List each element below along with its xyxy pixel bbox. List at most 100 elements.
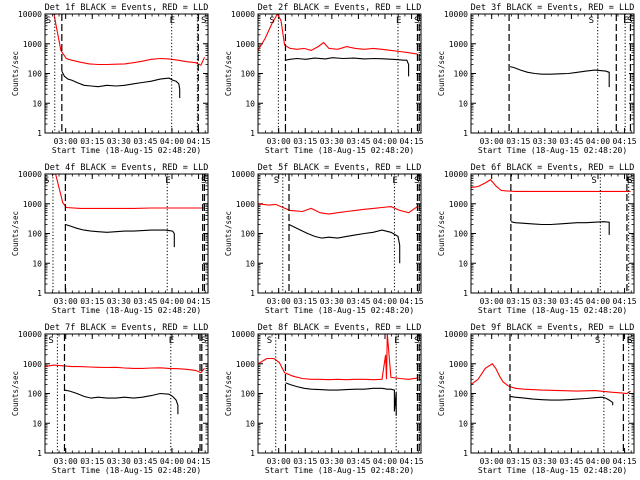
- x-tick-label: 03:15: [80, 457, 104, 466]
- x-tick-label: 04:15: [613, 457, 637, 466]
- chart-title: Det 2f BLACK = Events, RED = LLD: [258, 3, 422, 13]
- chart-title: Det 6f BLACK = Events, RED = LLD: [471, 163, 635, 173]
- start-marker-label-right: S: [627, 16, 632, 26]
- y-tick-label: 10000: [231, 10, 255, 19]
- x-axis-label: Start Time (18-Aug-15 02:48:20): [265, 146, 414, 155]
- x-tick-label: 04:15: [187, 297, 211, 306]
- x-tick-label: 04:15: [400, 457, 424, 466]
- y-tick-label: 10: [458, 259, 468, 268]
- start-marker-label-right: S: [627, 176, 632, 186]
- axes-frame: [470, 173, 635, 294]
- lld-series-line: [45, 364, 205, 374]
- axes-frame: [470, 13, 635, 134]
- x-tick-label: 03:00: [267, 457, 291, 466]
- chart-title: Det 1f BLACK = Events, RED = LLD: [45, 3, 209, 13]
- x-axis-label: Start Time (18-Aug-15 02:48:20): [52, 306, 201, 315]
- y-tick-label: 1000: [449, 200, 468, 209]
- plot-area: [258, 334, 418, 416]
- start-marker-label: S: [589, 16, 594, 26]
- axes-frame: [257, 333, 422, 454]
- x-tick-label: 03:30: [533, 457, 557, 466]
- x-tick-label: 03:00: [267, 137, 291, 146]
- x-tick-label: 04:00: [373, 457, 397, 466]
- y-tick-label: 10: [32, 99, 42, 108]
- y-tick-label: 10: [32, 419, 42, 428]
- x-tick-label: 03:45: [133, 457, 157, 466]
- x-tick-label: 04:15: [613, 137, 637, 146]
- y-tick-label: 10000: [444, 330, 468, 339]
- lld-series-line: [45, 14, 206, 66]
- end-marker-label: E: [170, 16, 175, 26]
- chart-title: Det 9f BLACK = Events, RED = LLD: [471, 323, 635, 333]
- x-tick-label: 03:00: [54, 137, 78, 146]
- y-tick-label: 10: [245, 99, 255, 108]
- y-tick-label: 1: [37, 129, 42, 138]
- x-tick-label: 04:00: [160, 297, 184, 306]
- end-marker-label: E: [392, 176, 397, 186]
- chart-panel-4: Det 4f BLACK = Events, RED = LLD 1 10 100 10…: [11, 163, 211, 315]
- y-tick-label: 1000: [23, 360, 42, 369]
- start-marker-label: S: [595, 336, 600, 346]
- chart-title: Det 7f BLACK = Events, RED = LLD: [45, 323, 209, 333]
- y-tick-label: 1000: [23, 40, 42, 49]
- y-tick-label: 100: [454, 230, 469, 239]
- chart-panel-6: Det 6f BLACK = Events, RED = LLD 1 10 100 10…: [437, 163, 637, 315]
- y-axis-label: Counts/sec: [224, 211, 233, 256]
- axes-frame: [44, 173, 209, 294]
- y-tick-label: 1000: [236, 200, 255, 209]
- y-tick-label: 10000: [18, 330, 42, 339]
- y-tick-label: 100: [28, 70, 43, 79]
- lld-series-line: [258, 203, 418, 215]
- y-tick-label: 1: [250, 289, 255, 298]
- end-marker-label: E: [394, 336, 399, 346]
- y-tick-label: 10: [458, 419, 468, 428]
- start-marker-label: S: [46, 16, 51, 26]
- x-axis-label: Start Time (18-Aug-15 02:48:20): [478, 306, 627, 315]
- x-tick-label: 03:15: [293, 137, 317, 146]
- x-tick-label: 03:30: [533, 297, 557, 306]
- y-tick-label: 10000: [231, 170, 255, 179]
- y-tick-label: 1000: [449, 360, 468, 369]
- events-series-line: [64, 389, 179, 415]
- x-tick-label: 03:30: [107, 137, 131, 146]
- chart-panel-2: Det 2f BLACK = Events, RED = LLD 1 10 100 10…: [224, 3, 424, 155]
- x-tick-label: 03:30: [320, 457, 344, 466]
- x-tick-label: 03:30: [107, 457, 131, 466]
- y-tick-label: 1: [463, 449, 468, 458]
- axes-frame: [44, 13, 209, 134]
- start-marker-label-right: S: [414, 176, 419, 186]
- chart-panel-9: Det 9f BLACK = Events, RED = LLD 1 10 100 10…: [437, 323, 637, 475]
- x-tick-label: 03:45: [559, 137, 583, 146]
- y-tick-label: 1: [250, 129, 255, 138]
- x-tick-label: 04:15: [187, 137, 211, 146]
- y-tick-label: 1: [37, 289, 42, 298]
- y-tick-label: 100: [241, 390, 256, 399]
- y-axis-label: Counts/sec: [11, 51, 20, 96]
- x-tick-label: 04:15: [400, 137, 424, 146]
- y-tick-label: 1000: [236, 40, 255, 49]
- x-tick-label: 03:00: [54, 457, 78, 466]
- y-axis-label: Counts/sec: [11, 211, 20, 256]
- y-axis-label: Counts/sec: [224, 371, 233, 416]
- x-tick-label: 03:45: [559, 457, 583, 466]
- x-axis-label: Start Time (18-Aug-15 02:48:20): [52, 466, 201, 475]
- events-series-line: [509, 66, 610, 88]
- x-tick-label: 04:00: [160, 137, 184, 146]
- end-marker-label: E: [396, 16, 401, 26]
- start-marker-label: S: [48, 336, 53, 346]
- x-tick-label: 03:45: [346, 297, 370, 306]
- x-tick-label: 03:45: [346, 137, 370, 146]
- y-tick-label: 1000: [23, 200, 42, 209]
- lld-series-line: [258, 14, 418, 55]
- y-tick-label: 10: [245, 259, 255, 268]
- y-tick-label: 10000: [231, 330, 255, 339]
- y-tick-label: 10: [32, 259, 42, 268]
- chart-title: Det 4f BLACK = Events, RED = LLD: [45, 163, 209, 173]
- chart-title: Det 3f BLACK = Events, RED = LLD: [471, 3, 635, 13]
- events-series-line: [285, 57, 410, 77]
- x-tick-label: 04:00: [373, 297, 397, 306]
- plot-area: [471, 178, 631, 235]
- x-tick-label: 03:15: [80, 137, 104, 146]
- y-axis-label: Counts/sec: [437, 51, 446, 96]
- x-tick-label: 03:45: [133, 137, 157, 146]
